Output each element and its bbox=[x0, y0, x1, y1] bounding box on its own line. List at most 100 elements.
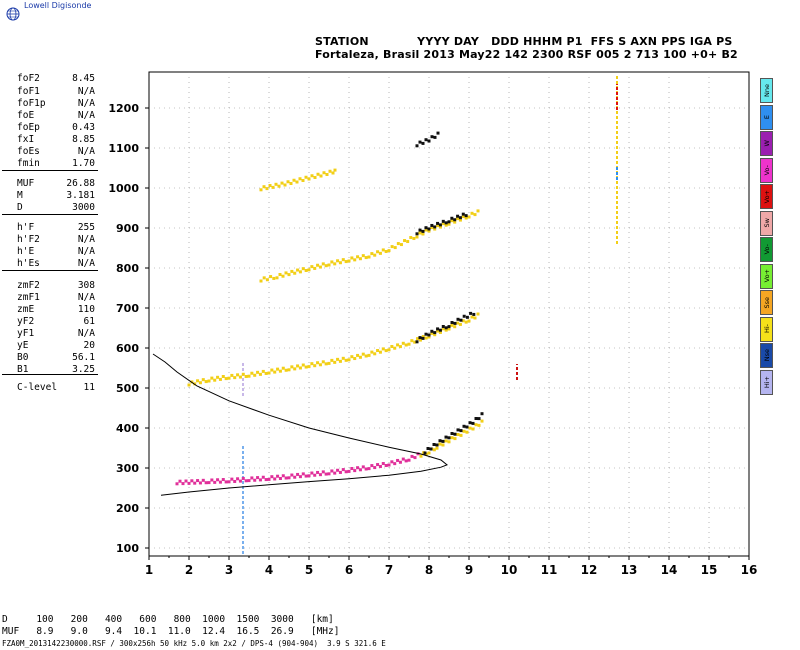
trace-point bbox=[393, 346, 397, 350]
trace-point bbox=[361, 465, 365, 469]
trace-point bbox=[465, 425, 469, 429]
trace-point bbox=[471, 421, 475, 425]
logo-text: Lowell Digisonde bbox=[24, 1, 92, 10]
trace-point bbox=[293, 271, 297, 275]
trace-point bbox=[462, 424, 466, 428]
trace-point bbox=[427, 335, 431, 339]
trace-point bbox=[421, 141, 425, 145]
trace-point bbox=[412, 237, 416, 241]
trace-point bbox=[316, 470, 320, 474]
trace-point bbox=[319, 174, 323, 178]
param-value: 0.43 bbox=[72, 122, 95, 133]
legend-label: E bbox=[762, 114, 771, 120]
trace-point bbox=[450, 321, 454, 324]
trace-point bbox=[390, 245, 394, 249]
trace-point bbox=[413, 340, 417, 344]
trace-point bbox=[290, 269, 294, 273]
trace-point bbox=[458, 216, 462, 220]
trace-point bbox=[441, 327, 445, 331]
trace-point bbox=[441, 325, 445, 328]
trace-point bbox=[438, 330, 442, 334]
trace-point bbox=[472, 312, 476, 316]
trace-point bbox=[381, 347, 385, 351]
logo: Lowell Digisonde bbox=[6, 1, 91, 58]
trace-point bbox=[284, 271, 288, 275]
trace-point bbox=[406, 240, 410, 244]
trace-point bbox=[236, 477, 240, 481]
header-line1: STATION YYYY DAY DDD HHHM P1 FFS S AXN P… bbox=[315, 35, 733, 48]
trace-point bbox=[424, 226, 428, 230]
trace-point bbox=[370, 464, 374, 468]
trace-point bbox=[221, 375, 225, 378]
trace-point bbox=[367, 467, 371, 471]
param-value: 1.70 bbox=[72, 158, 95, 169]
trace-point bbox=[450, 216, 454, 220]
trace-point bbox=[353, 258, 357, 262]
trace-point bbox=[233, 479, 237, 483]
param-value: 3.181 bbox=[66, 190, 95, 201]
trace-point bbox=[459, 433, 463, 437]
trace-point bbox=[287, 273, 291, 277]
trace-point bbox=[399, 243, 403, 247]
trace-point bbox=[427, 451, 431, 455]
trace-point bbox=[401, 341, 405, 345]
trace-point bbox=[210, 376, 214, 380]
param-value: N/A bbox=[77, 146, 95, 157]
trace-point bbox=[338, 470, 342, 474]
trace-point bbox=[477, 423, 481, 427]
trace-point bbox=[347, 358, 351, 362]
x-tick-label: 10 bbox=[501, 563, 518, 577]
trace-point bbox=[321, 360, 325, 364]
trace-point bbox=[470, 315, 474, 319]
trace-point bbox=[450, 436, 454, 440]
trace-point bbox=[253, 373, 257, 377]
legend-label: Hi- bbox=[762, 324, 771, 334]
x-tick-label: 14 bbox=[661, 563, 678, 577]
trace-point bbox=[473, 213, 477, 217]
trace-point bbox=[336, 259, 340, 263]
trace-point bbox=[462, 429, 466, 433]
trace-point bbox=[393, 462, 397, 466]
trace-point bbox=[418, 140, 422, 144]
separator bbox=[2, 270, 98, 271]
param-value: N/A bbox=[77, 110, 95, 121]
trace-point bbox=[418, 231, 422, 235]
trace-point bbox=[269, 275, 273, 279]
trace-point bbox=[436, 327, 440, 331]
trace-point bbox=[301, 179, 305, 182]
separator bbox=[2, 170, 98, 171]
param-value: 8.85 bbox=[72, 134, 95, 145]
trace-point bbox=[296, 268, 300, 272]
trace-point bbox=[267, 371, 271, 375]
plot-frame bbox=[148, 71, 750, 557]
trace-point bbox=[441, 219, 445, 223]
trace-point bbox=[416, 337, 420, 341]
trace-point bbox=[293, 367, 297, 371]
trace-point bbox=[396, 242, 400, 246]
trace-point bbox=[423, 451, 427, 455]
legend-label: Hi+ bbox=[762, 375, 771, 389]
trace-point bbox=[324, 472, 328, 476]
trace-point bbox=[367, 353, 371, 357]
trace-point bbox=[313, 364, 317, 368]
x-tick-label: 11 bbox=[541, 563, 558, 577]
trace-point bbox=[331, 171, 335, 175]
trace-point bbox=[373, 352, 377, 356]
x-tick-label: 16 bbox=[741, 563, 758, 577]
trace-point bbox=[418, 228, 422, 232]
trace-point bbox=[456, 317, 460, 321]
trace-point bbox=[384, 250, 388, 254]
trace-point bbox=[409, 236, 413, 240]
trace-point bbox=[318, 265, 322, 269]
x-tick-label: 15 bbox=[701, 563, 718, 577]
legend-swatch: Sse bbox=[760, 290, 773, 315]
trace-point bbox=[456, 433, 460, 436]
trace-point bbox=[468, 421, 472, 425]
param-value: 308 bbox=[77, 280, 95, 291]
x-tick-label: 6 bbox=[345, 563, 353, 577]
trace-point bbox=[453, 432, 457, 436]
trace-point bbox=[310, 471, 314, 475]
trace-point bbox=[415, 144, 419, 148]
trace-point bbox=[415, 232, 419, 236]
param-name: fmin bbox=[17, 158, 40, 169]
